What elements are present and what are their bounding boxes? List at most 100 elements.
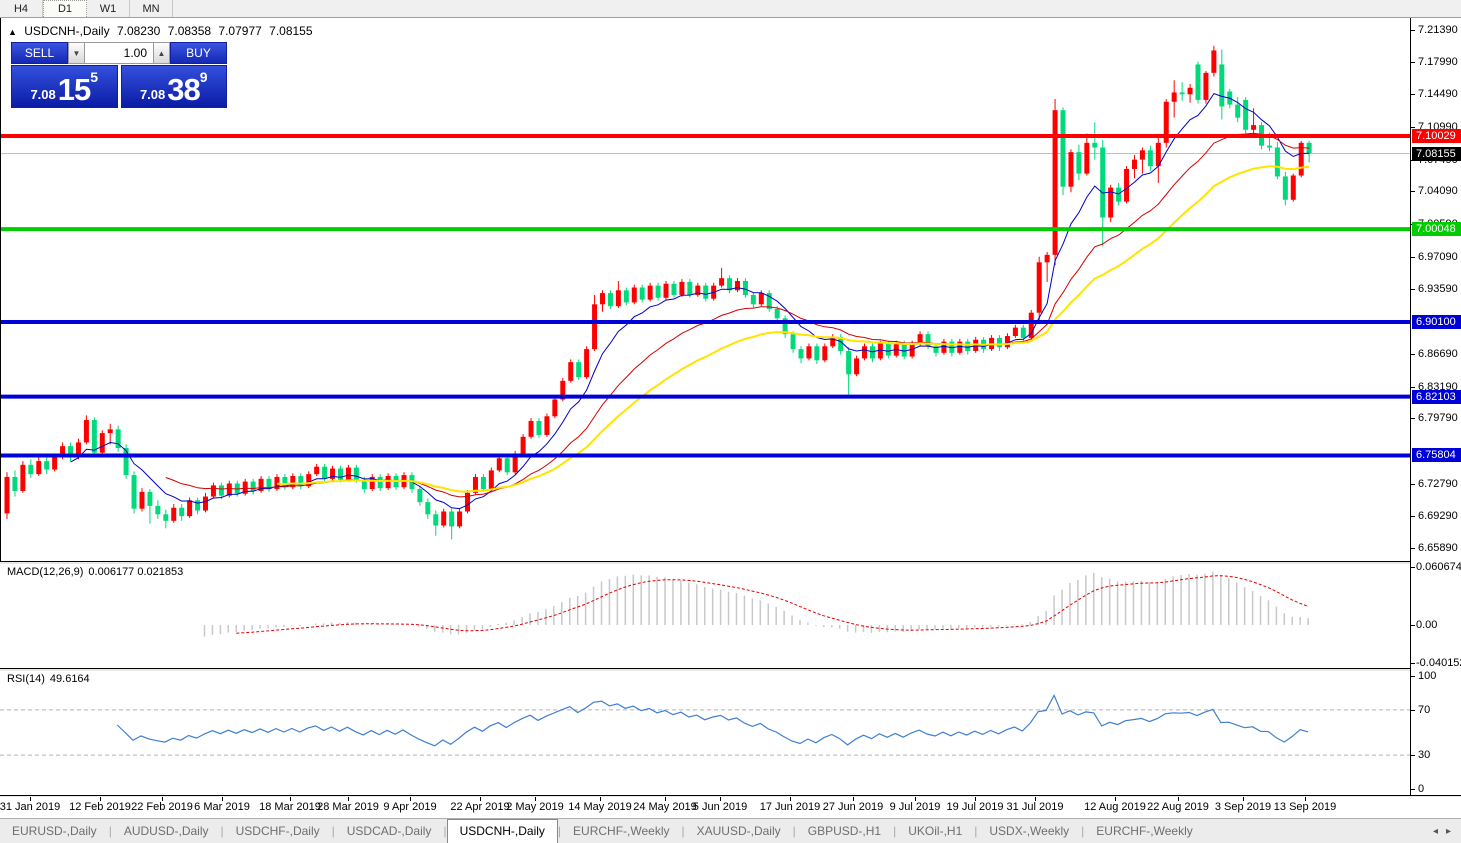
- chart-tab-xauusd[interactable]: XAUUSD-,Daily: [696, 824, 781, 838]
- buy-price-box[interactable]: 7.08 38 9: [120, 65, 227, 108]
- candlestick-chart[interactable]: [1, 18, 1411, 561]
- candle-body: [377, 476, 383, 489]
- date-tick-label: 22 Apr 2019: [450, 801, 510, 813]
- macd-signal-line: [236, 575, 1309, 634]
- chart-tab-gbpusd[interactable]: GBPUSD-,H1: [807, 824, 882, 838]
- main-chart-panel[interactable]: ▲ USDCNH-,Daily 7.08230 7.08358 7.07977 …: [0, 18, 1411, 561]
- candle-body: [941, 341, 947, 353]
- rsi-indicator-panel[interactable]: RSI(14) 49.6164: [0, 670, 1410, 795]
- date-axis[interactable]: 31 Jan 2019 12 Feb 2019 22 Feb 2019 6 Mar 2…: [0, 797, 1461, 818]
- date-tick-label: 5 Jun 2019: [692, 801, 748, 813]
- candle-body: [734, 280, 740, 291]
- candle-body: [846, 350, 852, 375]
- candle-body: [600, 293, 605, 305]
- candle-body: [147, 491, 153, 506]
- volume-decrease-button[interactable]: ▼: [68, 42, 85, 64]
- date-tick-label: 19 Jul 2019: [946, 801, 1004, 813]
- chart-tab-usdcnh[interactable]: USDCNH-,Daily: [446, 819, 558, 843]
- tab-scroll-arrows: ◂ ▸: [1425, 826, 1451, 837]
- candle-body: [695, 285, 701, 295]
- tab-separator: |: [974, 824, 978, 838]
- rsi-tick: [1411, 709, 1415, 711]
- candle-body: [782, 318, 788, 335]
- candle-body: [107, 429, 113, 434]
- candle-body: [727, 278, 733, 291]
- trade-prices-row: 7.08 15 5 7.08 38 9: [11, 65, 227, 108]
- date-tick: [1243, 797, 1244, 801]
- tab-separator: |: [893, 824, 897, 838]
- candle-body: [647, 285, 653, 300]
- candle-body: [663, 283, 669, 298]
- price-tick: [1411, 516, 1415, 518]
- price-tick: [1411, 547, 1415, 549]
- price-tick-label: 7.17990: [1418, 55, 1458, 68]
- rsi-tick: [1411, 676, 1415, 677]
- period-tab-d1[interactable]: D1: [43, 0, 87, 17]
- candle-body: [560, 380, 566, 400]
- chart-tab-audusd[interactable]: AUDUSD-,Daily: [123, 824, 209, 838]
- candle-body: [885, 343, 891, 356]
- candle-body: [369, 476, 375, 490]
- candle-body: [298, 476, 304, 487]
- candle-body: [528, 420, 534, 437]
- chart-tab-usdcad[interactable]: USDCAD-,Daily: [346, 824, 432, 838]
- candle-body: [345, 467, 351, 480]
- date-tick: [480, 797, 481, 801]
- price-tick: [1411, 191, 1415, 193]
- candle-body: [925, 334, 931, 347]
- candle-body: [1155, 142, 1161, 167]
- chart-tab-ukoil[interactable]: UKOil-,H1: [908, 824, 963, 838]
- candle-body: [480, 476, 486, 490]
- candle-body: [417, 489, 423, 503]
- panel-separator[interactable]: [0, 668, 1461, 671]
- volume-increase-button[interactable]: ▲: [153, 42, 170, 64]
- candle-body: [1108, 187, 1114, 218]
- candle-body: [520, 436, 526, 454]
- chart-tab-eurusd[interactable]: EURUSD-,Daily: [12, 824, 97, 838]
- date-tick: [410, 797, 411, 801]
- chart-tab-usdx[interactable]: USDX-,Weekly: [989, 824, 1070, 838]
- date-tick: [1115, 797, 1116, 801]
- candle-body: [1052, 110, 1058, 255]
- volume-input[interactable]: 1.00: [85, 42, 153, 64]
- date-tick: [915, 797, 916, 801]
- candle-body: [512, 453, 518, 473]
- date-tick-label: 28 Mar 2019: [317, 801, 379, 813]
- collapse-arrow-icon[interactable]: ▲: [8, 27, 17, 37]
- symbol-label: USDCNH-,Daily: [24, 24, 110, 38]
- price-axis[interactable]: 7.213907.179907.144907.109907.074907.040…: [1410, 18, 1461, 795]
- tab-scroll-right-icon[interactable]: ▸: [1445, 825, 1451, 837]
- tab-scroll-left-icon[interactable]: ◂: [1432, 825, 1438, 837]
- candle-body: [20, 464, 26, 491]
- date-tick: [1305, 797, 1306, 801]
- candle-body: [258, 478, 264, 491]
- candle-body: [306, 474, 312, 487]
- price-tick-label: 6.79790: [1418, 412, 1458, 425]
- candle-body: [314, 466, 320, 475]
- date-tick-label: 31 Jan 2019: [0, 801, 61, 813]
- period-tab-mn[interactable]: MN: [130, 0, 173, 17]
- buy-button[interactable]: BUY: [170, 42, 227, 64]
- candle-body: [1100, 147, 1106, 218]
- candle-body: [195, 500, 201, 511]
- candle-body: [441, 511, 447, 526]
- macd-indicator-panel[interactable]: MACD(12,26,9) 0.006177 0.021853: [0, 563, 1410, 668]
- date-tick-label: 3 Sep 2019: [1214, 801, 1272, 813]
- candle-body: [353, 467, 359, 480]
- price-tick-label: 6.65890: [1418, 541, 1458, 554]
- panel-separator[interactable]: [0, 561, 1461, 564]
- tab-separator: |: [331, 824, 335, 838]
- candle-body: [1131, 159, 1137, 169]
- candle-body: [917, 334, 923, 344]
- rsi-tick-label: 0: [1418, 783, 1425, 795]
- chart-tab-usdchf[interactable]: USDCHF-,Daily: [235, 824, 320, 838]
- candle-body: [60, 446, 66, 456]
- chart-tab-eurchf[interactable]: EURCHF-,Weekly: [1096, 824, 1193, 838]
- period-tab-w1[interactable]: W1: [87, 0, 130, 17]
- sell-button[interactable]: SELL: [11, 42, 68, 64]
- sell-price-box[interactable]: 7.08 15 5: [11, 65, 118, 108]
- candle-body: [607, 293, 613, 307]
- candle-body: [1004, 336, 1010, 348]
- chart-tab-eurchf[interactable]: EURCHF-,Weekly: [573, 824, 670, 838]
- period-tab-h4[interactable]: H4: [0, 0, 43, 17]
